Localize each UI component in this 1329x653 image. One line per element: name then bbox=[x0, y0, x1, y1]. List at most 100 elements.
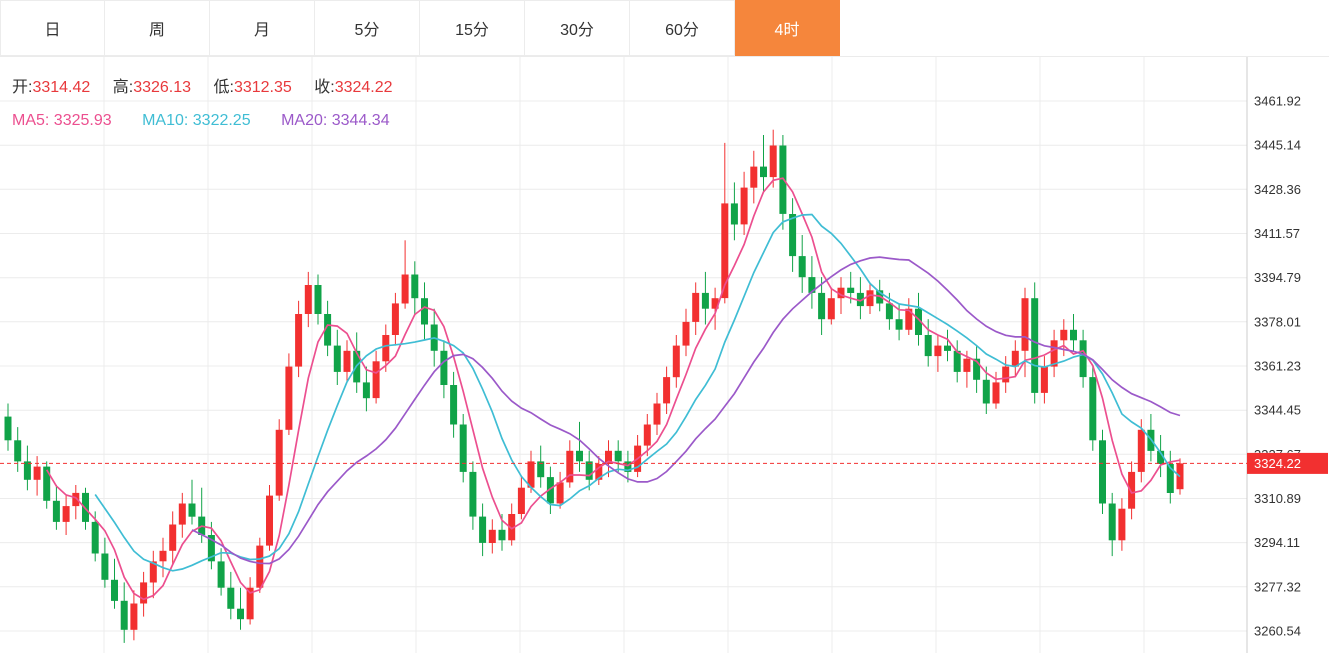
tab-day[interactable]: 日 bbox=[0, 0, 105, 56]
candle-body bbox=[469, 471, 477, 517]
candle-body bbox=[111, 579, 118, 601]
candle-body bbox=[760, 166, 767, 178]
candle-body bbox=[818, 292, 826, 320]
candle-body bbox=[1166, 464, 1174, 493]
candle-body bbox=[856, 292, 864, 307]
candle-body bbox=[275, 429, 283, 496]
candle-body bbox=[769, 145, 777, 178]
tab-day-label: 日 bbox=[44, 22, 61, 39]
candle-body bbox=[750, 166, 758, 188]
candle-body bbox=[944, 345, 951, 351]
candle-body bbox=[266, 495, 273, 546]
kline-chart-area: 3461.92 3445.14 3428.36 3411.57 3394.79 3378.… bbox=[0, 57, 1329, 653]
candle-body bbox=[207, 535, 215, 562]
ma5-line bbox=[45, 177, 1181, 601]
candle-body bbox=[188, 503, 196, 517]
candle-body bbox=[973, 358, 981, 380]
y-tick-label: 3294.11 bbox=[1254, 535, 1300, 550]
candle-body bbox=[72, 492, 80, 507]
tab-month-label: 月 bbox=[253, 22, 270, 39]
tab-60min[interactable]: 60分 bbox=[630, 0, 735, 56]
tab-5min-label: 5分 bbox=[354, 22, 380, 39]
tab-15min[interactable]: 15分 bbox=[420, 0, 525, 56]
candle-body bbox=[333, 345, 341, 372]
candle-body bbox=[1031, 298, 1039, 393]
candle-body bbox=[62, 506, 70, 522]
candle-body bbox=[866, 290, 874, 307]
current-price-tag-text: 3324.22 bbox=[1254, 456, 1301, 471]
y-tick-label: 3378.01 bbox=[1254, 314, 1301, 329]
candle-body bbox=[23, 461, 31, 480]
candle-body bbox=[140, 582, 148, 604]
candle-body bbox=[701, 292, 709, 309]
y-tick-label: 3428.36 bbox=[1254, 182, 1301, 197]
candle-body bbox=[498, 529, 506, 541]
candle-body bbox=[546, 477, 554, 504]
candle-body bbox=[982, 379, 990, 404]
candle-body bbox=[934, 345, 942, 357]
interval-tabbar: 日 周 月 5分 15分 30分 60分 4时 bbox=[0, 0, 1329, 57]
candle-body bbox=[653, 403, 661, 425]
y-tick-label: 3445.14 bbox=[1254, 138, 1301, 153]
tab-4hour-label: 4时 bbox=[774, 22, 800, 39]
candle-body bbox=[915, 308, 922, 335]
candle-body bbox=[682, 321, 690, 346]
tab-5min[interactable]: 5分 bbox=[315, 0, 420, 56]
y-tick-label: 3277.32 bbox=[1254, 579, 1301, 594]
candle-body bbox=[992, 382, 1000, 404]
candle-body bbox=[1118, 508, 1126, 541]
ma20-line bbox=[191, 256, 1181, 565]
candle-body bbox=[256, 545, 264, 588]
candle-body bbox=[508, 514, 516, 541]
candle-body bbox=[237, 608, 244, 620]
tab-4hour[interactable]: 4时 bbox=[735, 0, 840, 56]
candle-body bbox=[52, 500, 60, 522]
candle-body bbox=[1002, 366, 1010, 383]
candle-body bbox=[1128, 471, 1136, 509]
kline-chart: 3461.92 3445.14 3428.36 3411.57 3394.79 3378.… bbox=[0, 57, 1328, 653]
candle-body bbox=[730, 203, 738, 225]
tab-month[interactable]: 月 bbox=[210, 0, 315, 56]
candle-body bbox=[120, 600, 128, 630]
candle-body bbox=[1089, 377, 1097, 441]
candle-body bbox=[556, 482, 564, 504]
candle-body bbox=[246, 587, 254, 620]
candle-body bbox=[595, 464, 603, 480]
candle-body bbox=[304, 285, 312, 314]
candle-body bbox=[411, 274, 419, 299]
tab-week-label: 周 bbox=[148, 22, 165, 39]
candle-body bbox=[740, 187, 748, 225]
candle-body bbox=[101, 553, 109, 580]
tab-week[interactable]: 周 bbox=[105, 0, 210, 56]
candle-body bbox=[14, 440, 22, 462]
tab-60min-label: 60分 bbox=[665, 22, 699, 39]
candle-body bbox=[721, 203, 729, 299]
candle-body bbox=[585, 461, 593, 480]
candle-body bbox=[343, 350, 351, 372]
y-tick-label: 3361.23 bbox=[1254, 359, 1301, 374]
candle-body bbox=[479, 516, 487, 543]
candle-body bbox=[566, 450, 574, 483]
candle-body bbox=[43, 466, 51, 501]
candle-body bbox=[159, 550, 167, 562]
candle-body bbox=[905, 308, 913, 330]
tab-30min[interactable]: 30分 bbox=[525, 0, 630, 56]
candle-body bbox=[953, 350, 961, 372]
candle-body bbox=[789, 214, 797, 257]
candle-body bbox=[643, 424, 651, 446]
candle-body bbox=[576, 450, 583, 462]
candle-body bbox=[324, 314, 332, 346]
candle-body bbox=[924, 335, 932, 357]
candle-body bbox=[91, 521, 99, 554]
candle-body bbox=[217, 561, 225, 588]
candle-body bbox=[837, 287, 845, 299]
candle-body bbox=[1137, 429, 1145, 472]
tab-15min-label: 15分 bbox=[455, 22, 489, 39]
candle-body bbox=[827, 298, 835, 320]
candle-body bbox=[537, 461, 545, 478]
candle-body bbox=[963, 358, 971, 372]
y-tick-label: 3310.89 bbox=[1254, 491, 1301, 506]
candle-body bbox=[1060, 329, 1068, 341]
candle-body bbox=[488, 529, 496, 543]
candle-body bbox=[1079, 340, 1087, 378]
